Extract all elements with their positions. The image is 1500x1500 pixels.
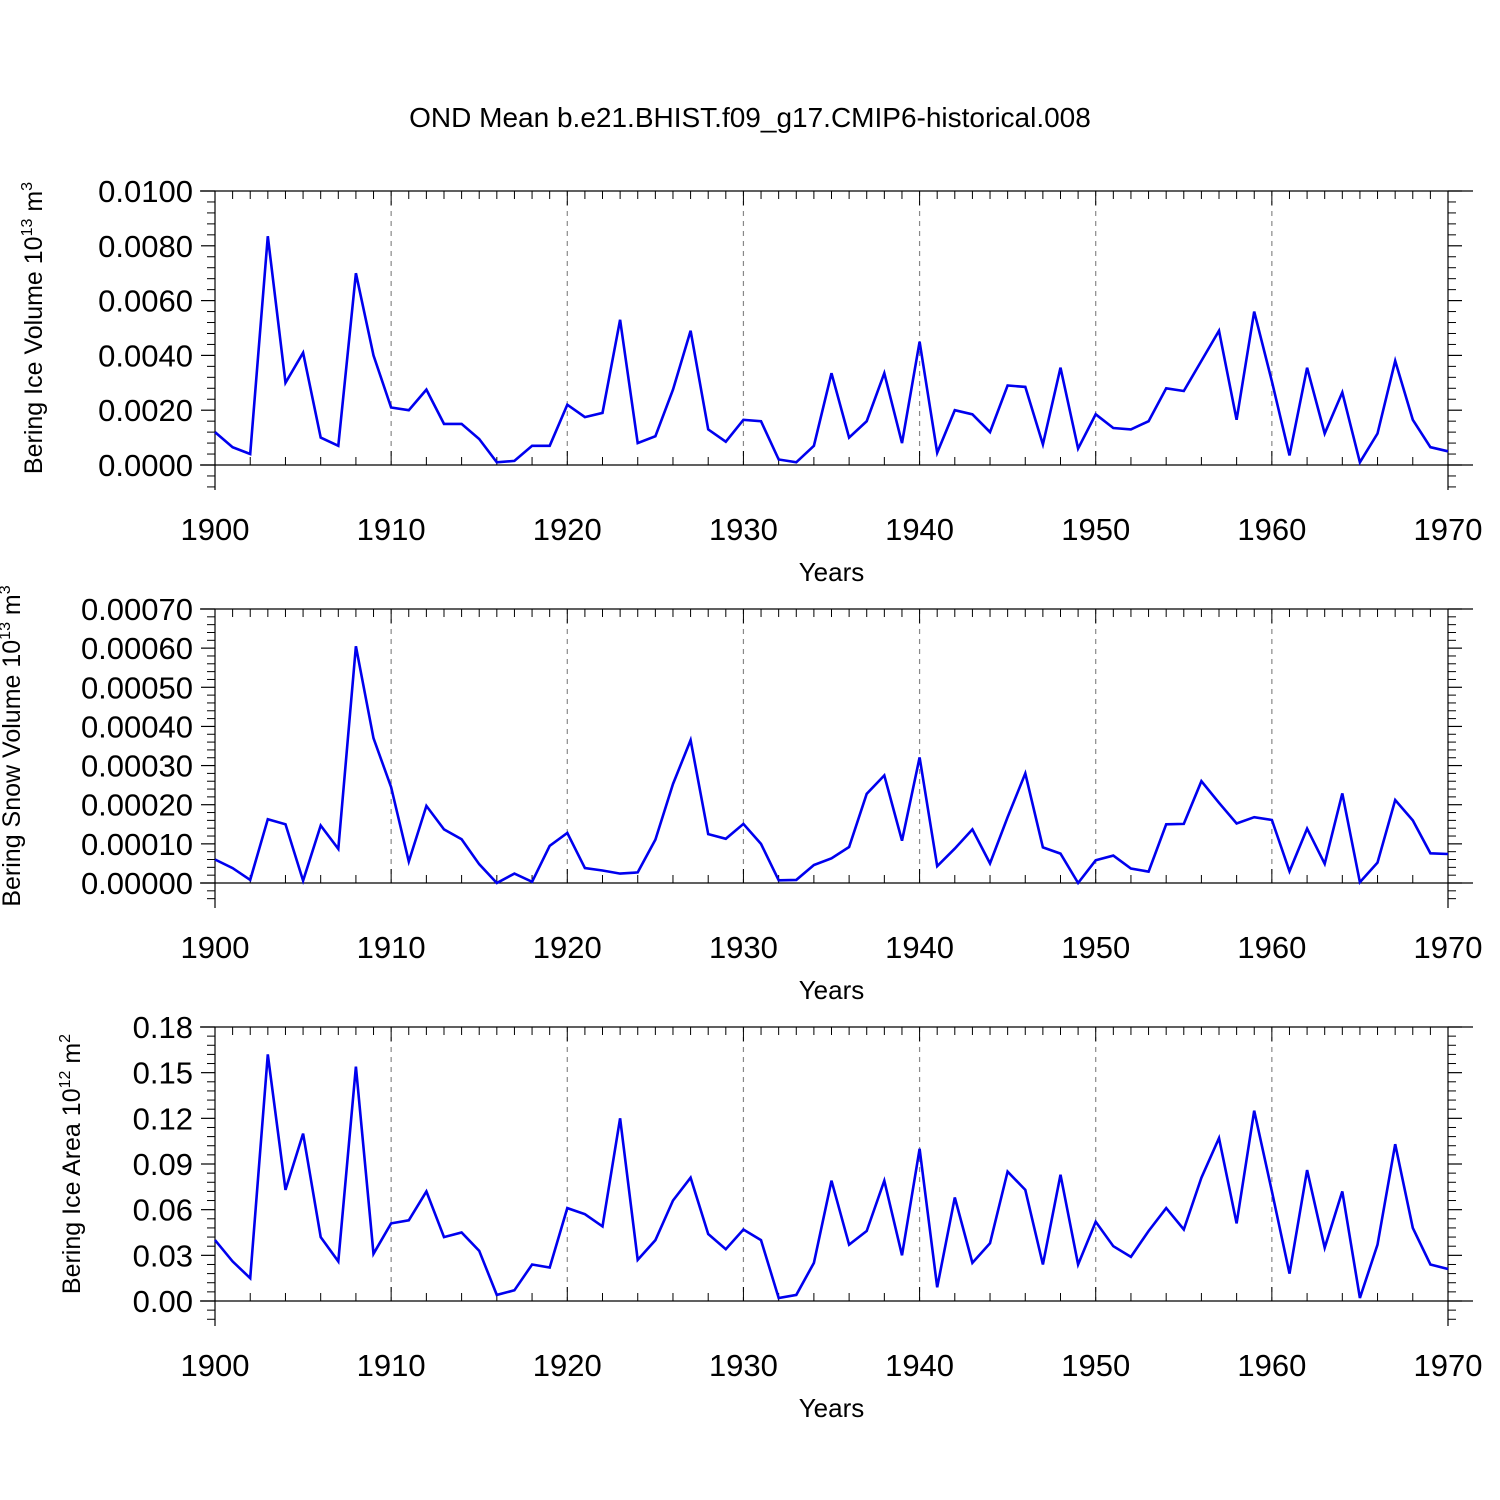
- x-tick-label: 1930: [709, 1348, 778, 1383]
- x-tick-label: 1970: [1414, 1348, 1483, 1383]
- x-tick-label: 1960: [1237, 1348, 1306, 1383]
- y-tick-label: 0.00040: [81, 709, 193, 744]
- x-tick-label: 1920: [533, 930, 602, 965]
- x-tick-label: 1900: [181, 1348, 250, 1383]
- x-tick-label: 1910: [357, 930, 426, 965]
- x-tick-label: 1970: [1414, 930, 1483, 965]
- x-tick-label: 1940: [885, 1348, 954, 1383]
- x-axis-label: Years: [799, 1393, 865, 1423]
- x-axis-label: Years: [799, 975, 865, 1005]
- y-axis-label: Bering Ice Volume 1013 m3: [19, 182, 48, 474]
- x-tick-label: 1900: [181, 930, 250, 965]
- series-line: [214, 645, 1449, 886]
- x-tick-label: 1920: [533, 512, 602, 547]
- y-tick-label: 0.0080: [98, 229, 193, 264]
- y-tick-label: 0.00: [133, 1284, 193, 1319]
- y-tick-label: 0.12: [133, 1101, 193, 1136]
- y-tick-label: 0.0100: [98, 174, 193, 209]
- x-tick-label: 1930: [709, 930, 778, 965]
- x-tick-label: 1940: [885, 930, 954, 965]
- y-tick-label: 0.00020: [81, 788, 193, 823]
- x-tick-label: 1960: [1237, 930, 1306, 965]
- y-tick-label: 0.0000: [98, 448, 193, 483]
- x-tick-label: 1970: [1414, 512, 1483, 547]
- y-tick-label: 0.0060: [98, 284, 193, 319]
- x-tick-label: 1900: [181, 512, 250, 547]
- panel-ice-volume: 0.0000 0.0020 0.0040 0.0060 0.0080 0.0100 1900…: [19, 174, 1482, 587]
- y-tick-label: 0.03: [133, 1238, 193, 1273]
- y-tick-label: 0.18: [133, 1010, 193, 1045]
- x-tick-label: 1950: [1061, 1348, 1130, 1383]
- y-axis-label: Bering Snow Volume 1013 m3: [0, 585, 26, 906]
- y-tick-label: 0.00060: [81, 631, 193, 666]
- y-tick-label: 0.00050: [81, 670, 193, 705]
- x-tick-label: 1940: [885, 512, 954, 547]
- y-tick-label: 0.06: [133, 1193, 193, 1228]
- y-tick-label: 0.0040: [98, 338, 193, 373]
- series-line: [213, 1054, 1449, 1300]
- y-tick-label: 0.09: [133, 1147, 193, 1182]
- x-tick-label: 1930: [709, 512, 778, 547]
- x-tick-label: 1950: [1061, 930, 1130, 965]
- x-tick-label: 1950: [1061, 512, 1130, 547]
- panel-ice-area: 0.00 0.03 0.06 0.09 0.12 0.15 0.18 1900 1910 1920…: [57, 1010, 1482, 1423]
- y-tick-label: 0.00000: [81, 866, 193, 901]
- y-axis-label: Bering Ice Area 1012 m2: [57, 1034, 86, 1294]
- panel-snow-volume: 0.00000 0.00010 0.00020 0.00030 0.00040 0.000…: [0, 585, 1482, 1005]
- chart-title: OND Mean b.e21.BHIST.f09_g17.CMIP6-histo…: [409, 102, 1091, 133]
- x-axis-label: Years: [799, 557, 865, 587]
- x-tick-label: 1910: [357, 1348, 426, 1383]
- y-tick-label: 0.00010: [81, 827, 193, 862]
- y-tick-label: 0.15: [133, 1056, 193, 1091]
- y-tick-label: 0.0020: [98, 393, 193, 428]
- x-tick-label: 1920: [533, 1348, 602, 1383]
- y-tick-label: 0.00070: [81, 592, 193, 627]
- x-tick-label: 1910: [357, 512, 426, 547]
- series-line: [214, 236, 1449, 466]
- x-tick-label: 1960: [1237, 512, 1306, 547]
- y-tick-label: 0.00030: [81, 749, 193, 784]
